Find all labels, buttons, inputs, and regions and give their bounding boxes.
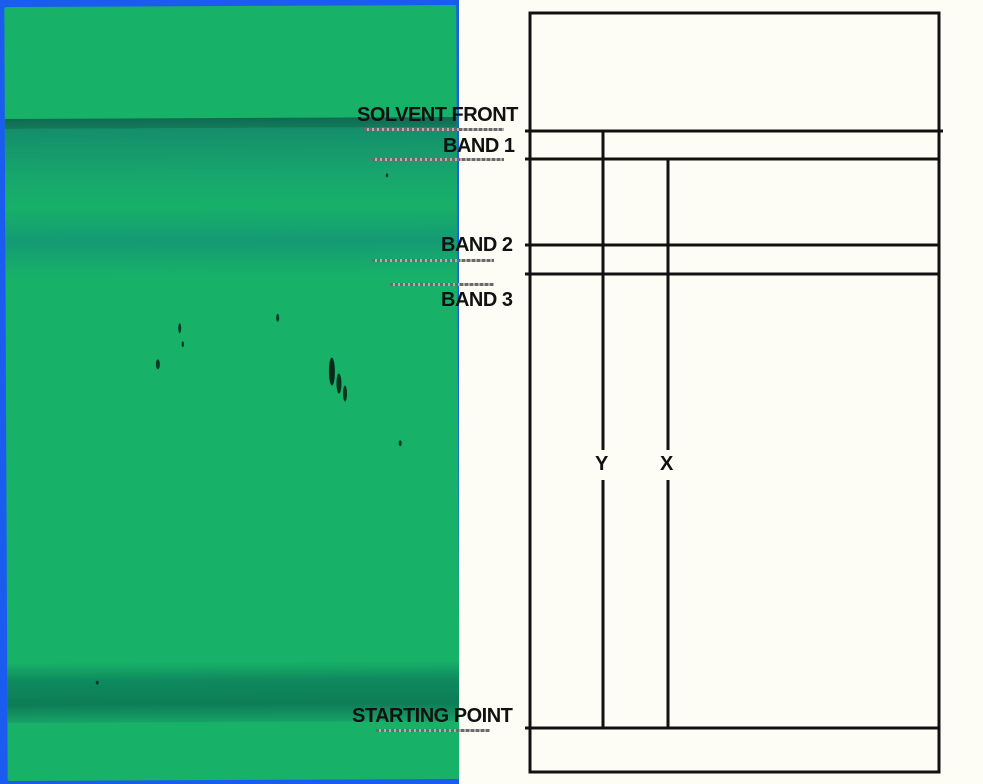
plate-spots — [95, 173, 402, 685]
spot — [181, 341, 184, 348]
band-2-guide — [372, 259, 494, 262]
spot — [398, 440, 402, 447]
spot — [343, 385, 348, 402]
spot — [155, 359, 160, 370]
spot — [328, 357, 335, 386]
spot — [95, 680, 99, 685]
y-distance-label: Y — [595, 453, 608, 475]
spot — [178, 323, 182, 334]
solvent-front-label: SOLVENT FRONT — [357, 104, 518, 126]
band-1-guide — [372, 158, 504, 161]
band-3-label: BAND 3 — [441, 289, 513, 311]
starting-point-label: STARTING POINT — [352, 705, 513, 727]
starting-point-guide — [376, 729, 490, 732]
diagram-frame — [528, 11, 941, 774]
spot — [385, 173, 389, 178]
chromatography-plate — [4, 5, 459, 781]
band-3-guide — [390, 283, 494, 286]
spot — [276, 313, 280, 322]
band-1-label: BAND 1 — [443, 135, 515, 157]
spot — [336, 373, 342, 394]
solvent-front-guide — [364, 128, 504, 131]
x-distance-label: X — [660, 453, 673, 475]
band-2-label: BAND 2 — [441, 234, 513, 256]
